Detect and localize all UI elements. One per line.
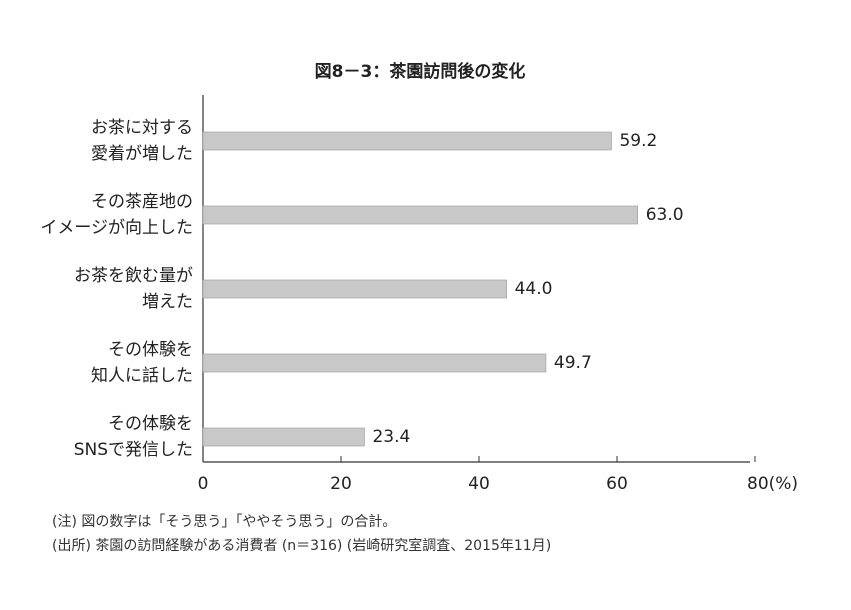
x-tick-label: 60 bbox=[606, 474, 628, 494]
footnote: (出所) 茶園の訪問経験がある消費者 (n＝316) (岩崎研究室調査、2015… bbox=[52, 537, 551, 554]
value-label: 59.2 bbox=[619, 131, 657, 151]
y-tick-label: 増えた bbox=[142, 292, 193, 312]
x-tick-label: 80(%) bbox=[747, 474, 798, 494]
y-tick-label: その体験を bbox=[108, 340, 193, 360]
bar bbox=[202, 279, 507, 299]
y-tick-label: その茶産地の bbox=[91, 192, 193, 212]
y-tick-label: イメージが向上した bbox=[40, 218, 193, 238]
bar bbox=[202, 353, 547, 373]
x-tick-label: 40 bbox=[468, 474, 490, 494]
bar bbox=[202, 205, 639, 225]
bar bbox=[202, 427, 365, 447]
value-label: 49.7 bbox=[554, 353, 592, 373]
y-tick-label: 知人に話した bbox=[91, 366, 193, 386]
bar bbox=[202, 131, 612, 151]
y-tick-label: その体験を bbox=[108, 414, 193, 434]
y-tick-label: お茶を飲む量が bbox=[74, 266, 193, 286]
y-tick-label: SNSで発信した bbox=[74, 440, 193, 460]
value-label: 23.4 bbox=[372, 427, 410, 447]
chart-title: 図8－3：茶園訪問後の変化 bbox=[315, 61, 526, 82]
y-tick-label: 愛着が増した bbox=[91, 144, 193, 164]
footnote: (注) 図の数字は「そう思う」「ややそう思う」の合計。 bbox=[52, 514, 396, 530]
x-tick-label: 20 bbox=[330, 474, 352, 494]
value-label: 44.0 bbox=[515, 279, 553, 299]
y-tick-label: お茶に対する bbox=[91, 118, 193, 138]
x-tick-label: 0 bbox=[198, 474, 209, 494]
value-label: 63.0 bbox=[646, 205, 684, 225]
